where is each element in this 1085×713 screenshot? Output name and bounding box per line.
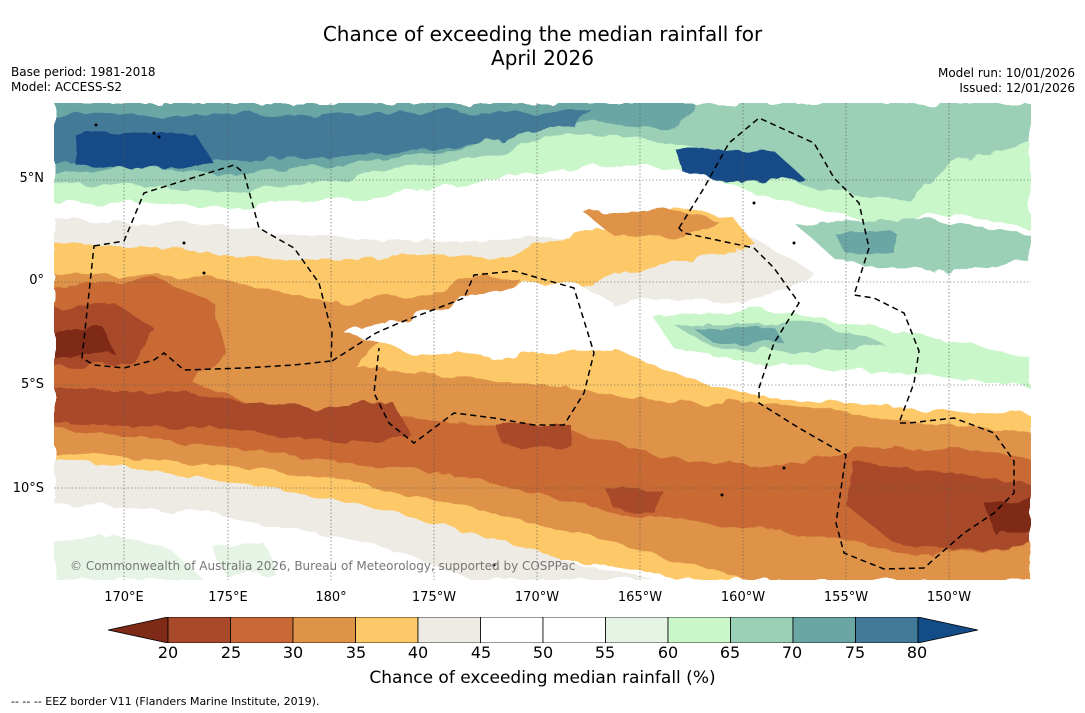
rainfall-map — [54, 103, 1031, 580]
lon-label-150w: 150°W — [926, 590, 972, 605]
colorbar-segment — [355, 617, 419, 643]
colorbar-tick: 45 — [470, 643, 492, 662]
island — [202, 271, 206, 275]
colorbar-segment — [542, 617, 606, 643]
map-title: Chance of exceeding the median rainfall … — [0, 22, 1085, 70]
colorbar-tick: 35 — [345, 643, 367, 662]
band-75-east-lower — [694, 327, 784, 343]
graticule — [54, 103, 1031, 580]
lon-label-170e: 170°E — [104, 590, 144, 605]
eez-legend-note: -- -- -- EEZ border V11 (Flanders Marine… — [11, 695, 320, 708]
colorbar-tick: 80 — [906, 643, 928, 662]
island — [720, 493, 724, 497]
colorbar-segment — [292, 617, 356, 643]
band-70-ne — [924, 108, 1031, 143]
colorbar-label: Chance of exceeding median rainfall (%) — [369, 668, 716, 688]
meta-right: Model run: 10/01/2026 Issued: 12/01/2026 — [938, 66, 1075, 96]
colorbar-segment — [167, 617, 231, 643]
band-above-80-west — [74, 133, 214, 171]
lon-label-155w: 155°W — [823, 590, 869, 605]
island — [782, 466, 786, 470]
band-20-25-small — [494, 423, 574, 448]
band-30-35-north — [584, 208, 719, 238]
eez-line-islands — [678, 117, 1015, 570]
lon-label-160w: 160°W — [720, 590, 766, 605]
colorbar-segment — [730, 617, 794, 643]
band-55-60-sw — [54, 533, 204, 580]
island — [492, 563, 496, 567]
lat-label-10s: 10°S — [12, 481, 44, 496]
colorbar-tick: 70 — [781, 643, 803, 662]
lon-label-165w: 165°W — [617, 590, 663, 605]
band-20-25-south — [604, 488, 664, 513]
lon-label-170w: 170°W — [514, 590, 560, 605]
colorbar-tick: 30 — [282, 643, 304, 662]
colorbar-tick: 65 — [719, 643, 741, 662]
island — [94, 123, 98, 127]
band-75-east — [834, 231, 894, 253]
meta-left: Base period: 1981-2018 Model: ACCESS-S2 — [11, 65, 156, 95]
lat-label-0: 0° — [29, 273, 44, 288]
lon-label-175w: 175°W — [411, 590, 457, 605]
colorbar-segment — [855, 617, 919, 643]
eez-tokelau — [331, 270, 595, 444]
island — [182, 241, 186, 245]
island — [752, 201, 756, 205]
colorbar-segment — [417, 617, 481, 643]
lon-label-175e: 175°E — [208, 590, 248, 605]
colorbar-tick: 40 — [407, 643, 429, 662]
colorbar — [108, 617, 978, 643]
colorbar-tick: 75 — [844, 643, 866, 662]
colorbar-arrow-low — [108, 617, 169, 643]
issued-date: Issued: 12/01/2026 — [959, 81, 1075, 95]
title-line-1: Chance of exceeding the median rainfall … — [322, 22, 763, 46]
island — [152, 131, 156, 135]
model-name: Model: ACCESS-S2 — [11, 80, 123, 94]
colorbar-tick: 20 — [157, 643, 179, 662]
band-below-20-east — [984, 498, 1031, 533]
model-run: Model run: 10/01/2026 — [937, 66, 1075, 80]
colorbar-tick: 25 — [220, 643, 242, 662]
lat-label-5s: 5°S — [20, 377, 44, 392]
colorbar-segment — [605, 617, 669, 643]
eez-borders — [81, 117, 1015, 570]
colorbar-arrow-high — [917, 617, 978, 643]
copyright-notice: © Commonwealth of Australia 2026, Bureau… — [70, 559, 576, 573]
islands — [94, 123, 796, 567]
colorbar-segment — [230, 617, 294, 643]
lon-label-180: 180° — [315, 590, 347, 605]
band-70-east — [794, 218, 1031, 273]
colorbar-segment — [480, 617, 544, 643]
colorbar-tick: 55 — [594, 643, 616, 662]
band-above-80-east — [674, 148, 804, 185]
band-20-25-central — [54, 388, 414, 443]
lat-label-5n: 5°N — [19, 171, 45, 186]
colorbar-tick: 60 — [657, 643, 679, 662]
title-line-2: April 2026 — [491, 46, 594, 70]
colorbar-segment — [667, 617, 731, 643]
island — [157, 135, 161, 139]
base-period: Base period: 1981-2018 — [11, 65, 156, 79]
colorbar-tick: 50 — [532, 643, 554, 662]
band-55-60-south — [214, 543, 274, 573]
band-45-55-mid — [344, 283, 614, 358]
colorbar-segment — [792, 617, 856, 643]
band-20-25-east — [844, 463, 1031, 553]
island — [792, 241, 796, 245]
